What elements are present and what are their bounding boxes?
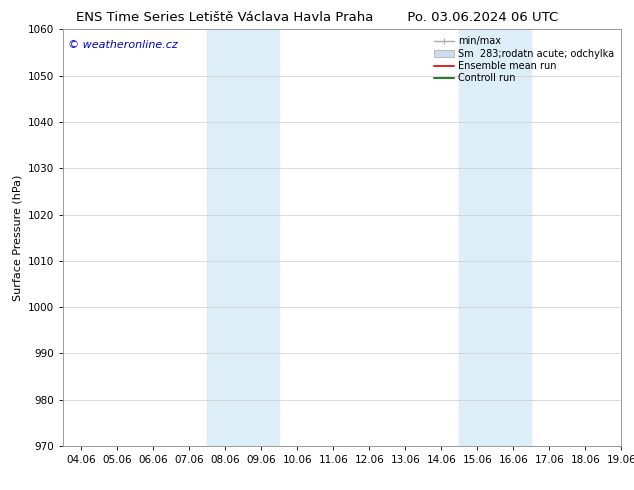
- Legend: min/max, Sm  283;rodatn acute; odchylka, Ensemble mean run, Controll run: min/max, Sm 283;rodatn acute; odchylka, …: [432, 34, 616, 85]
- Bar: [207, 29, 280, 446]
- Text: © weatheronline.cz: © weatheronline.cz: [68, 40, 178, 50]
- Bar: [460, 29, 531, 446]
- Text: ENS Time Series Letiště Václava Havla Praha        Po. 03.06.2024 06 UTC: ENS Time Series Letiště Václava Havla Pr…: [76, 11, 558, 24]
- Y-axis label: Surface Pressure (hPa): Surface Pressure (hPa): [13, 174, 23, 301]
